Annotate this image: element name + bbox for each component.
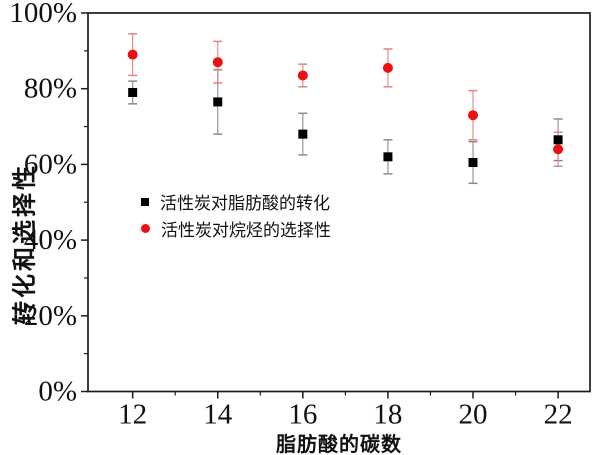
x-tick-label: 14: [203, 399, 233, 431]
x-axis-title: 脂肪酸的碳数: [276, 434, 402, 455]
legend-label-conversion: 活性炭对脂肪酸的转化: [160, 194, 330, 213]
x-tick-label: 20: [459, 399, 488, 431]
legend-square-marker-icon: [141, 197, 149, 206]
x-tick-label: 12: [118, 399, 147, 431]
data-point-circle: [382, 62, 393, 73]
data-point-square: [128, 87, 138, 97]
y-tick-label: 20%: [24, 300, 77, 332]
data-point-square: [298, 129, 308, 139]
data-point-circle: [212, 57, 223, 68]
y-tick-label: 0%: [38, 376, 77, 408]
legend-item-conversion: 活性炭对脂肪酸的转化: [141, 188, 331, 215]
data-point-circle: [468, 110, 479, 121]
x-tick-label: 22: [544, 399, 573, 431]
legend-item-selectivity: 活性炭对烷烃的选择性: [141, 215, 331, 242]
y-tick-label: 60%: [24, 148, 77, 180]
y-tick-label: 80%: [24, 73, 77, 105]
data-point-circle: [297, 70, 308, 81]
data-point-circle: [127, 49, 138, 60]
data-point-square: [383, 152, 393, 162]
x-tick-label: 18: [373, 399, 402, 431]
data-point-square: [468, 158, 478, 168]
y-tick-label: 40%: [24, 224, 77, 256]
x-tick-label: 16: [288, 399, 317, 431]
y-tick-label: 100%: [9, 0, 77, 29]
data-point-square: [213, 97, 223, 107]
legend: 活性炭对脂肪酸的转化 活性炭对烷烃的选择性: [141, 188, 331, 242]
legend-circle-marker-icon: [141, 224, 150, 233]
legend-label-selectivity: 活性炭对烷烃的选择性: [161, 221, 331, 240]
data-point-circle: [553, 144, 564, 155]
y-axis-title: 转化和选择性: [11, 163, 39, 325]
data-point-square: [553, 135, 563, 145]
